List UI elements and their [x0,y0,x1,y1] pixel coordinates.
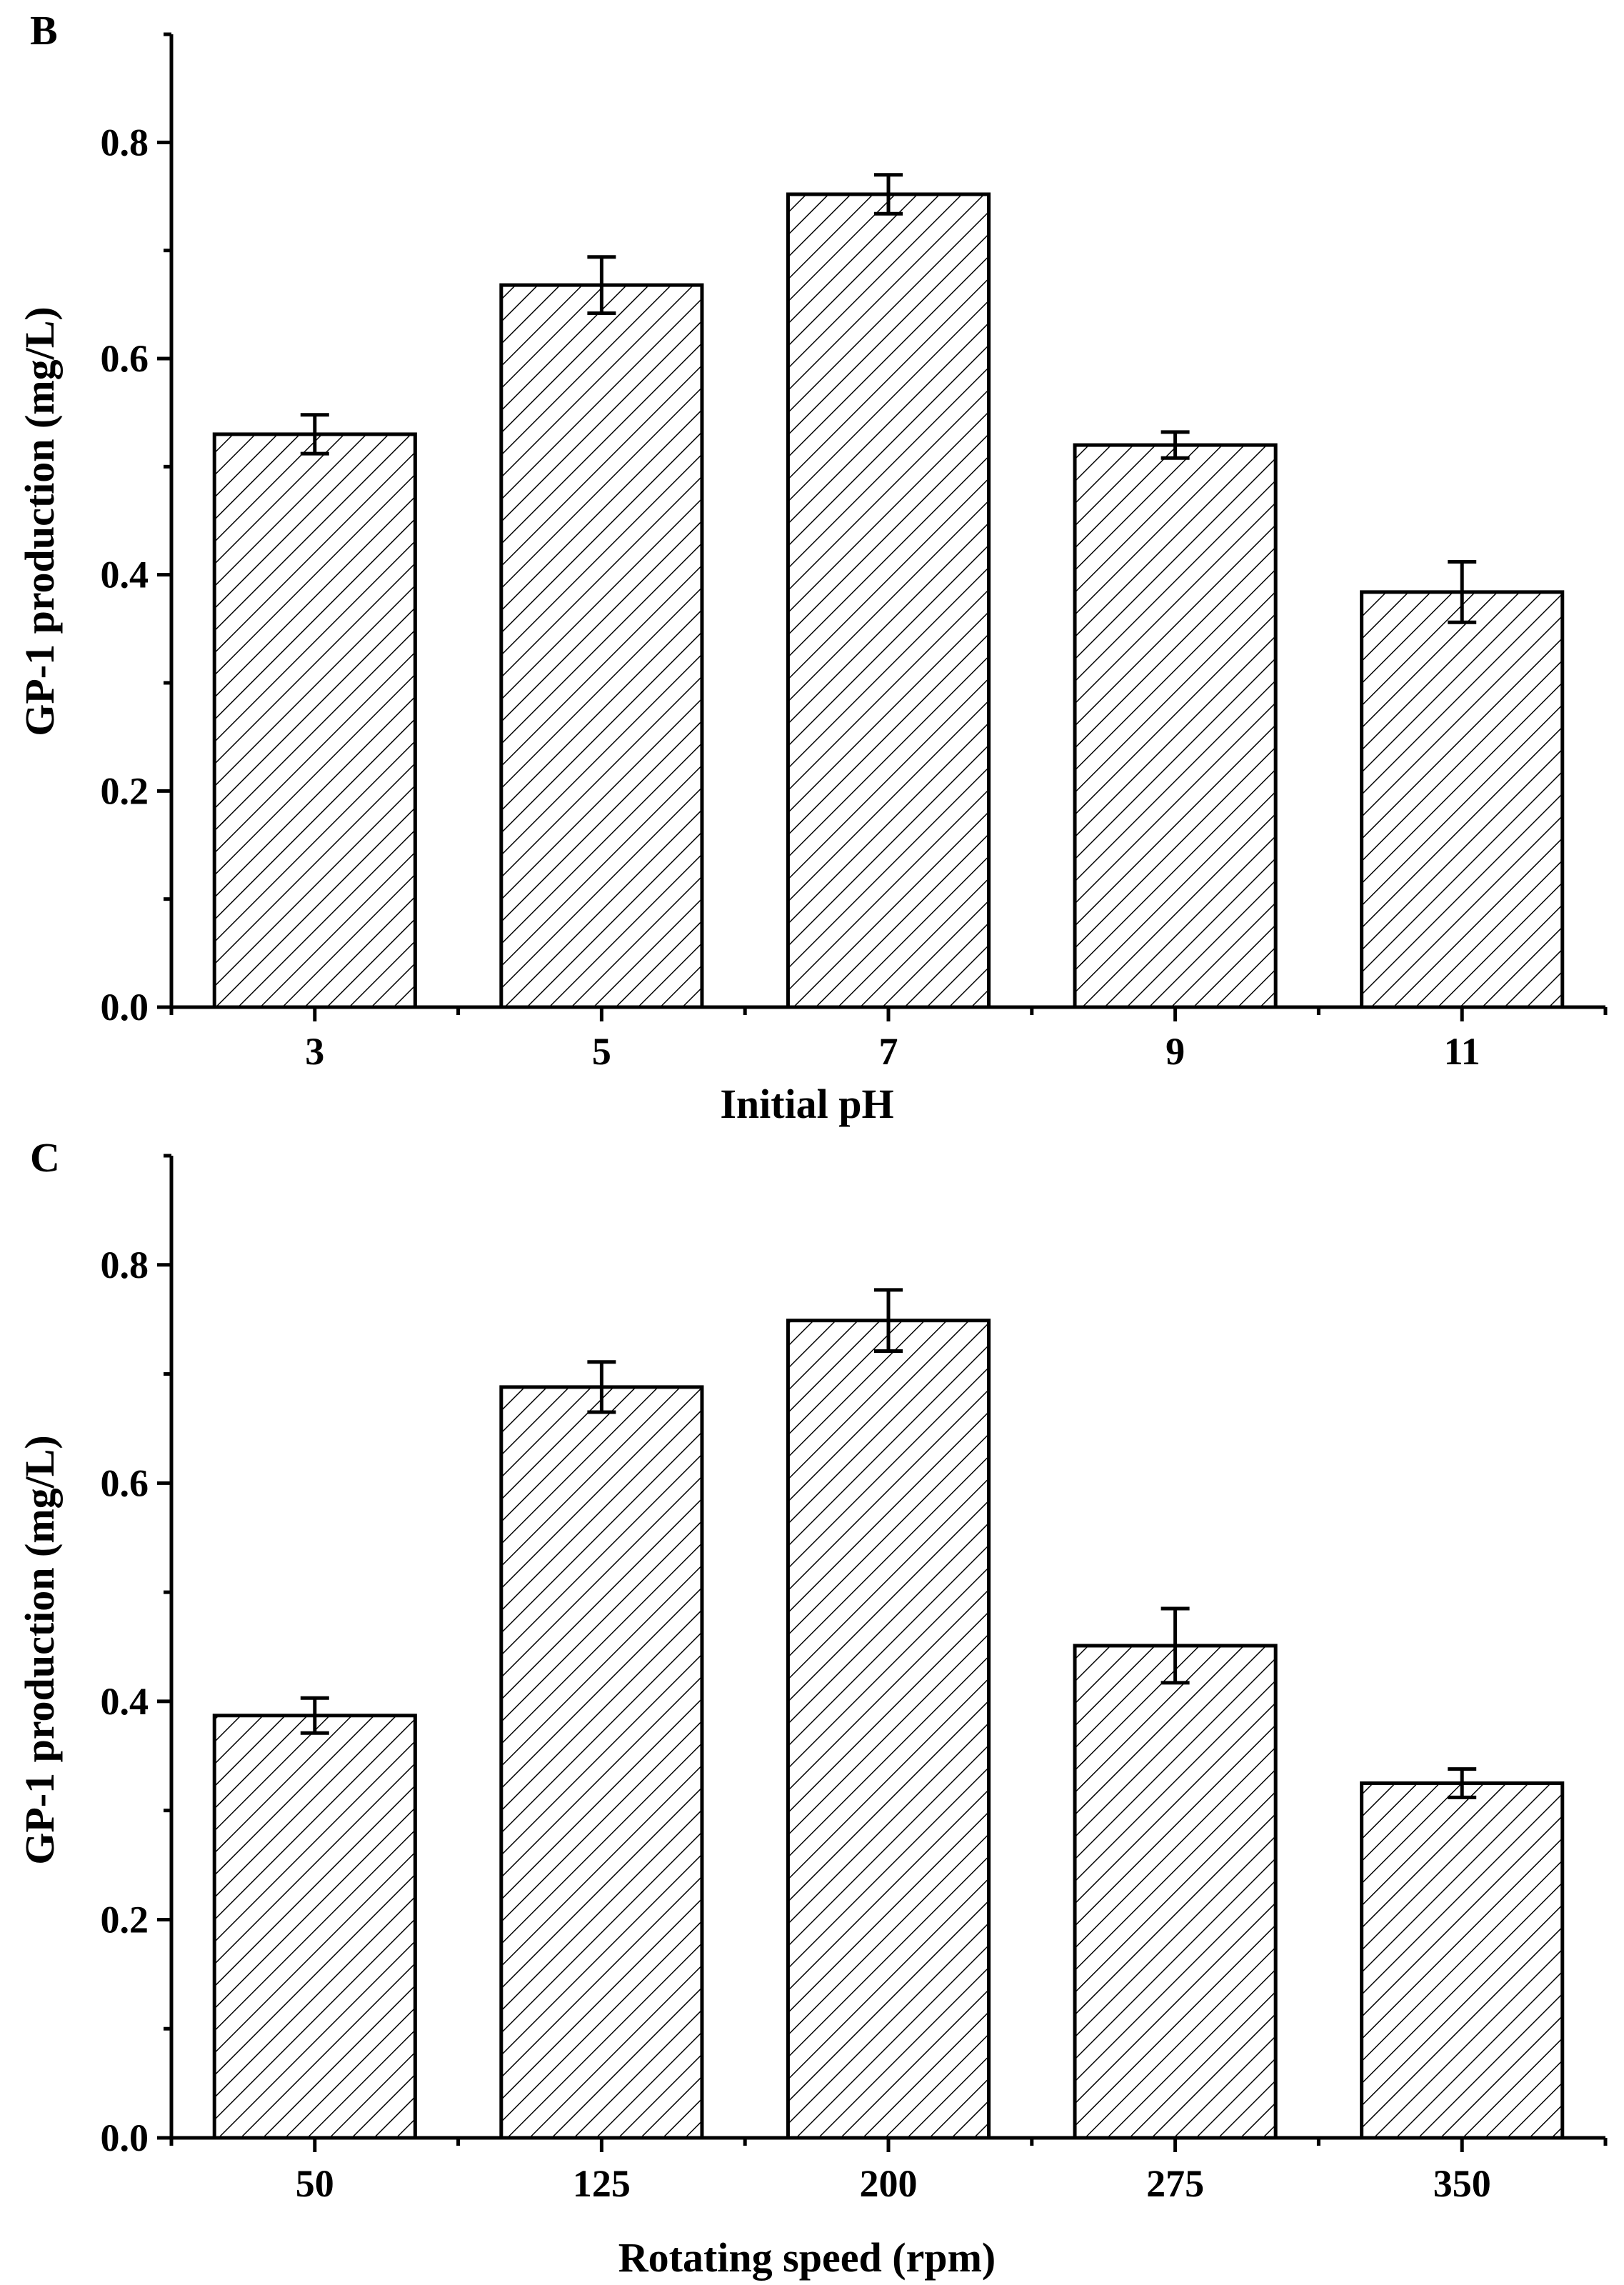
y-tick-label: 0.6 [101,1461,149,1504]
x-tick-label: 7 [879,1030,898,1073]
y-tick-label: 0.4 [101,554,149,596]
error-bar-group [300,1288,1477,1799]
bar-group [212,1319,1565,2140]
x-tick-label: 50 [296,2162,334,2205]
bar-350 [1360,1781,1565,2140]
bar-group [212,192,1565,1009]
y-axis-title: GP-1 production (mg/L) [16,1435,63,1865]
panel-label: B [30,7,58,54]
y-tick-label: 0.8 [101,121,149,164]
x-tick-label: 350 [1433,2162,1491,2205]
panel-label: C [30,1134,60,1181]
x-tick-label: 11 [1444,1030,1480,1073]
x-tick-label: 9 [1166,1030,1185,1073]
bar-275 [1073,1644,1278,2140]
bar-200 [786,1319,991,2140]
x-axis-ticks: 50 125 200 275 350 [169,2138,1608,2205]
y-tick-label: 0.0 [101,986,149,1029]
bar-50 [212,1714,417,2140]
y-tick-label: 0.2 [101,769,149,812]
x-tick-label: 5 [592,1030,611,1073]
chart-panel-c: C 0.0 0.2 0.4 0.6 0.8 50 125 200 275 350 Rotatin… [16,1134,1608,2281]
x-tick-label: 125 [573,2162,631,2205]
error-bar-group [300,173,1477,624]
bar-5 [499,283,704,1009]
x-axis-ticks: 3 5 7 9 11 [169,1007,1608,1073]
y-tick-label: 0.6 [101,337,149,380]
y-tick-label: 0.4 [101,1680,149,1723]
bar-3 [212,432,417,1009]
x-axis-title: Initial pH [720,1081,893,1127]
y-tick-label: 0.0 [101,2116,149,2159]
bar-11 [1360,590,1565,1009]
bar-9 [1073,443,1278,1009]
y-axis-title: GP-1 production (mg/L) [16,306,63,736]
bar-7 [786,192,991,1009]
x-tick-label: 275 [1146,2162,1204,2205]
x-tick-label: 3 [305,1030,324,1073]
y-tick-label: 0.2 [101,1898,149,1941]
x-axis-title: Rotating speed (rpm) [618,2234,996,2281]
bar-125 [499,1385,704,2140]
chart-panel-b: B 0.0 0.2 0.4 0.6 0.8 3 5 7 9 11 Initial pH GP-1… [16,7,1608,1127]
y-tick-label: 0.8 [101,1244,149,1286]
y-axis-ticks: 0.0 0.2 0.4 0.6 0.8 [101,32,171,1029]
y-axis-ticks: 0.0 0.2 0.4 0.6 0.8 [101,1154,171,2159]
x-tick-label: 200 [860,2162,918,2205]
